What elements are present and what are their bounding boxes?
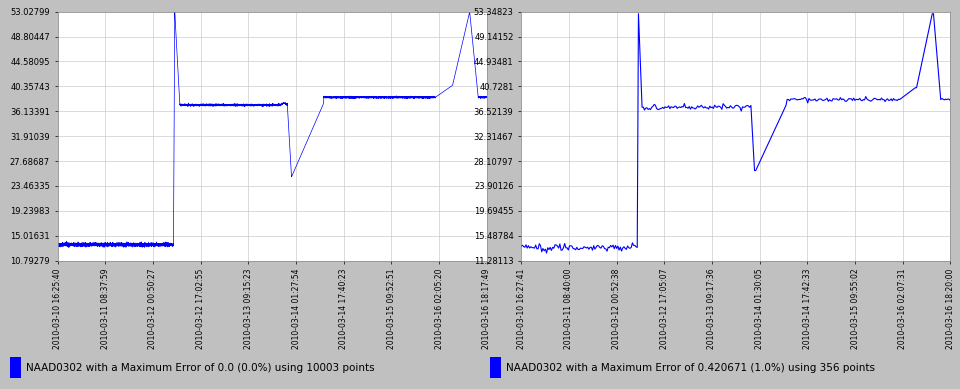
Bar (490, 357, 501, 378)
Text: NAAD0302 with a Maximum Error of 0.420671 (1.0%) using 356 points: NAAD0302 with a Maximum Error of 0.42067… (506, 363, 875, 373)
Bar (10, 357, 21, 378)
Text: NAAD0302 with a Maximum Error of 0.0 (0.0%) using 10003 points: NAAD0302 with a Maximum Error of 0.0 (0.… (26, 363, 374, 373)
